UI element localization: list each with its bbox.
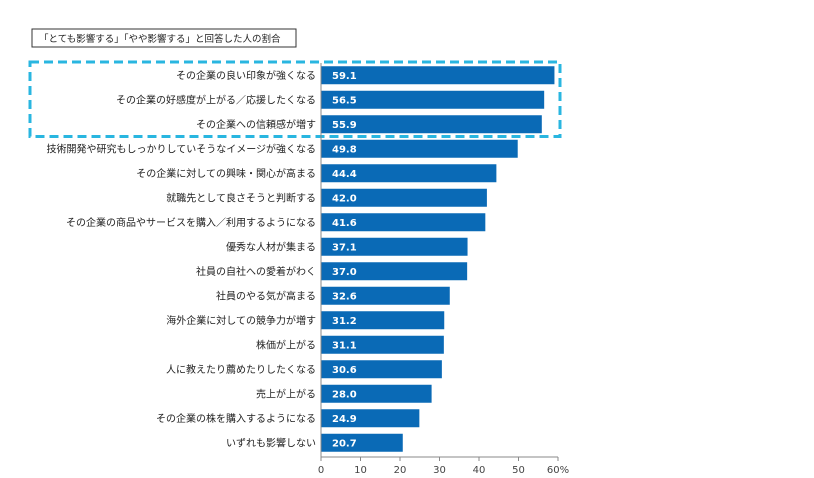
bar	[321, 90, 545, 109]
category-label: その企業の好感度が上がる／応援したくなる	[116, 93, 316, 106]
category-label: 人に教えたり薦めたりしたくなる	[166, 363, 316, 376]
category-label: 優秀な人材が集まる	[226, 240, 316, 253]
x-tick-label: 60%	[547, 465, 569, 476]
chart-title-box: 「とても影響する」「やや影響する」と回答した人の割合	[31, 28, 297, 48]
bar	[321, 66, 555, 85]
data-label: 42.0	[332, 193, 357, 204]
category-label: いずれも影響しない	[226, 436, 316, 449]
data-label: 37.0	[332, 267, 357, 278]
category-label: その企業の株を購入するようになる	[156, 412, 316, 425]
data-label: 31.2	[332, 316, 357, 327]
data-label: 55.9	[332, 120, 357, 131]
x-tick-label: 50	[512, 465, 525, 476]
bar	[321, 139, 518, 158]
bar	[321, 188, 487, 207]
data-label: 37.1	[332, 242, 357, 253]
bar	[321, 213, 486, 232]
highlight-frame	[28, 60, 562, 138]
data-label: 31.1	[332, 340, 357, 351]
bar	[321, 433, 403, 452]
x-tick-label: 20	[394, 465, 407, 476]
category-label: 技術開発や研究もしっかりしていそうなイメージが強くなる	[47, 142, 317, 155]
bar	[321, 262, 468, 281]
category-label: 社員のやる気が高まる	[216, 289, 316, 302]
chart-title: 「とても影響する」「やや影響する」と回答した人の割合	[39, 33, 281, 45]
x-tick-label: 40	[473, 465, 486, 476]
bar	[321, 311, 445, 330]
bar	[321, 409, 420, 428]
bar	[321, 384, 432, 403]
category-label: 株価が上がる	[256, 338, 316, 351]
category-label: その企業の商品やサービスを購入／利用するようになる	[66, 216, 316, 229]
bar	[321, 164, 497, 183]
bar	[321, 335, 444, 354]
category-label: その企業への信頼感が増す	[196, 118, 316, 131]
category-label: 売上が上がる	[256, 387, 316, 400]
data-label: 20.7	[332, 438, 357, 449]
data-label: 30.6	[332, 365, 357, 376]
category-label: 海外企業に対しての競争力が増す	[166, 314, 316, 327]
data-label: 59.1	[332, 71, 357, 82]
bar	[321, 286, 450, 305]
bar	[321, 115, 542, 134]
data-label: 28.0	[332, 389, 357, 400]
data-label: 44.4	[332, 169, 357, 180]
x-tick-label: 30	[433, 465, 446, 476]
x-tick-label: 0	[318, 465, 324, 476]
category-label: その企業の良い印象が強くなる	[176, 69, 316, 82]
category-label: その企業に対しての興味・関心が高まる	[136, 167, 316, 180]
data-label: 56.5	[332, 95, 357, 106]
bar	[321, 360, 442, 379]
x-tick-label: 10	[354, 465, 367, 476]
data-label: 49.8	[332, 144, 357, 155]
data-label: 32.6	[332, 291, 357, 302]
category-label: 社員の自社への愛着がわく	[196, 265, 316, 278]
category-label: 就職先として良さそうと判断する	[166, 191, 316, 204]
data-label: 41.6	[332, 218, 357, 229]
bar	[321, 237, 468, 256]
data-label: 24.9	[332, 414, 357, 425]
